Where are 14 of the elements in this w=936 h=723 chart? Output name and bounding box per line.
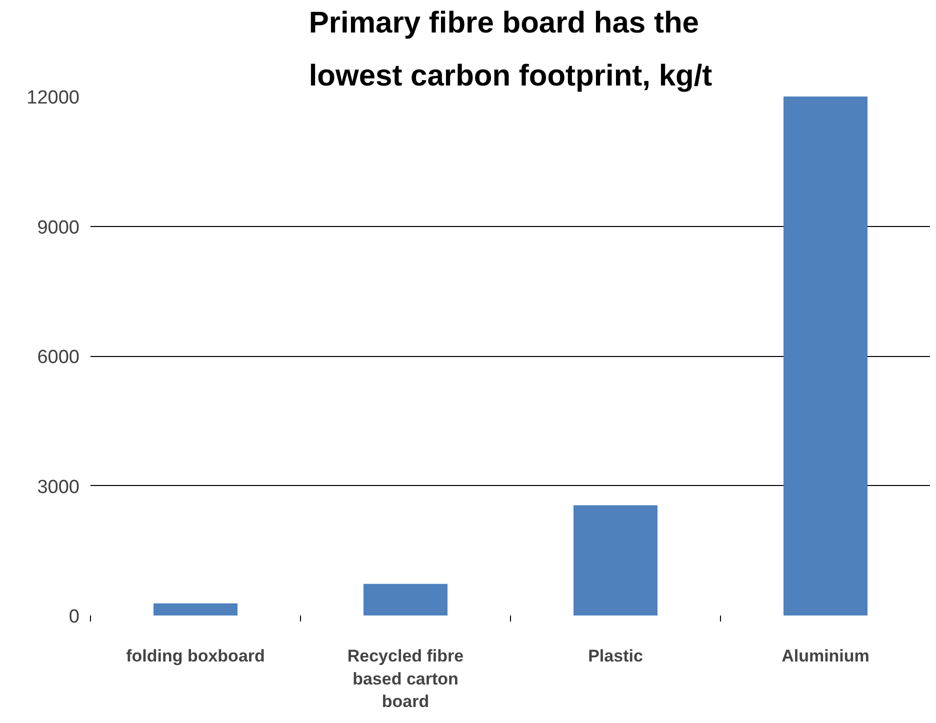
y-tick-label: 6000 [37,347,80,368]
bar [364,584,448,616]
y-tick-label: 9000 [37,217,80,238]
chart-title: Primary fibre board has the lowest carbon footprint, kg/t [308,6,712,92]
bar [574,505,658,616]
x-tick-label: Aluminium [782,646,870,666]
bar [154,603,238,616]
y-tick-label: 12000 [26,88,80,108]
bar [784,96,868,616]
y-tick-label: 0 [68,606,80,628]
x-tick-label: Plastic [588,646,643,666]
y-tick-label: 3000 [37,476,80,498]
x-tick-label: Recycled fibre based carton board [347,646,464,712]
x-tick-label: folding boxboard [126,646,265,666]
